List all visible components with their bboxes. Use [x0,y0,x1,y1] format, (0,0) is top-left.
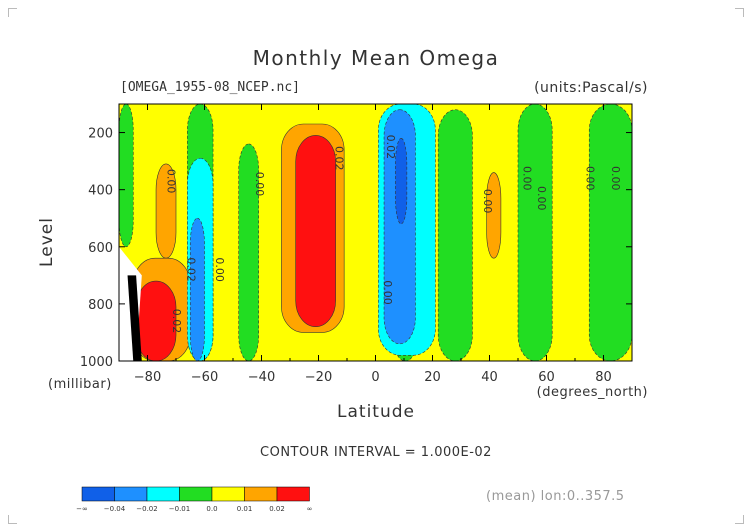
contour-label: 0.02 [170,309,183,334]
y-tick-label: 800 [88,298,113,313]
y-tick-label: 400 [88,184,113,199]
units-label: (units:Pascal/s) [534,80,648,96]
contour-label: 0.02 [384,135,397,160]
contour-fills: 0.00 0.000.02 0.020.00 0.000.00 0.00 0.000.02… [119,104,632,361]
x-axis-unit: (degrees_north) [536,385,648,400]
contour-label: 0.00 [164,169,177,194]
contour-label: 0.02 [184,257,197,282]
x-tick-label: −60 [191,370,218,385]
contour-label: 0.00 [609,166,622,191]
x-tick-label: 60 [538,370,555,385]
contour-region-neg-01-0 [588,104,632,361]
contour-region-neg-04-02 [189,217,205,361]
x-tick-label: 20 [424,370,441,385]
y-tick-label: 1000 [80,355,113,370]
x-tick-label: 0 [371,370,379,385]
x-axis-title: Latitude [337,402,415,422]
contour-label: 0.00 [583,166,596,191]
x-tick-label: −40 [248,370,275,385]
corner-mark [8,8,17,17]
contour-label: 0.00 [481,189,494,214]
corner-mark [8,515,17,524]
y-tick-label: 200 [88,127,113,142]
x-tick-label: 80 [595,370,612,385]
contour-region-neg-04-02 [383,109,416,345]
mean-note: (mean) lon:0..357.5 [486,489,625,504]
x-tick-label: −80 [134,370,161,385]
contour-region-neg-01-0 [437,109,473,361]
contour-label: 0.02 [333,146,346,171]
contour-region-neg-01-0 [238,143,259,361]
x-tick-label: 40 [481,370,498,385]
contour-region-pos-01-02 [486,172,502,259]
contour-region-gt-02 [135,280,177,361]
contour-region-neg-01-0 [119,104,134,248]
contour-region-gt-02 [295,135,336,328]
deep-contours [127,275,142,361]
contour-region-lt-neg-04 [395,137,408,225]
y-axis-title: Level [36,217,57,267]
contour-label: 0.00 [381,280,394,305]
contour-region-neg-01-0 [517,104,553,361]
y-axis-unit: (millibar) [48,377,112,392]
corner-mark [735,8,744,17]
contour-interval-label: CONTOUR INTERVAL = 1.000E-02 [260,445,492,460]
file-label: [OMEGA_1955-08_NCEP.nc] [120,80,301,95]
y-tick-label: 600 [88,241,113,256]
contour-label: 0.00 [213,257,226,282]
chart-title: Monthly Mean Omega [252,46,500,70]
contour-label: 0.00 [253,172,266,197]
contour-label: 0.00 [535,186,548,211]
contour-label: 0.00 [521,166,534,191]
x-tick-label: −20 [305,370,332,385]
corner-mark [735,515,744,524]
